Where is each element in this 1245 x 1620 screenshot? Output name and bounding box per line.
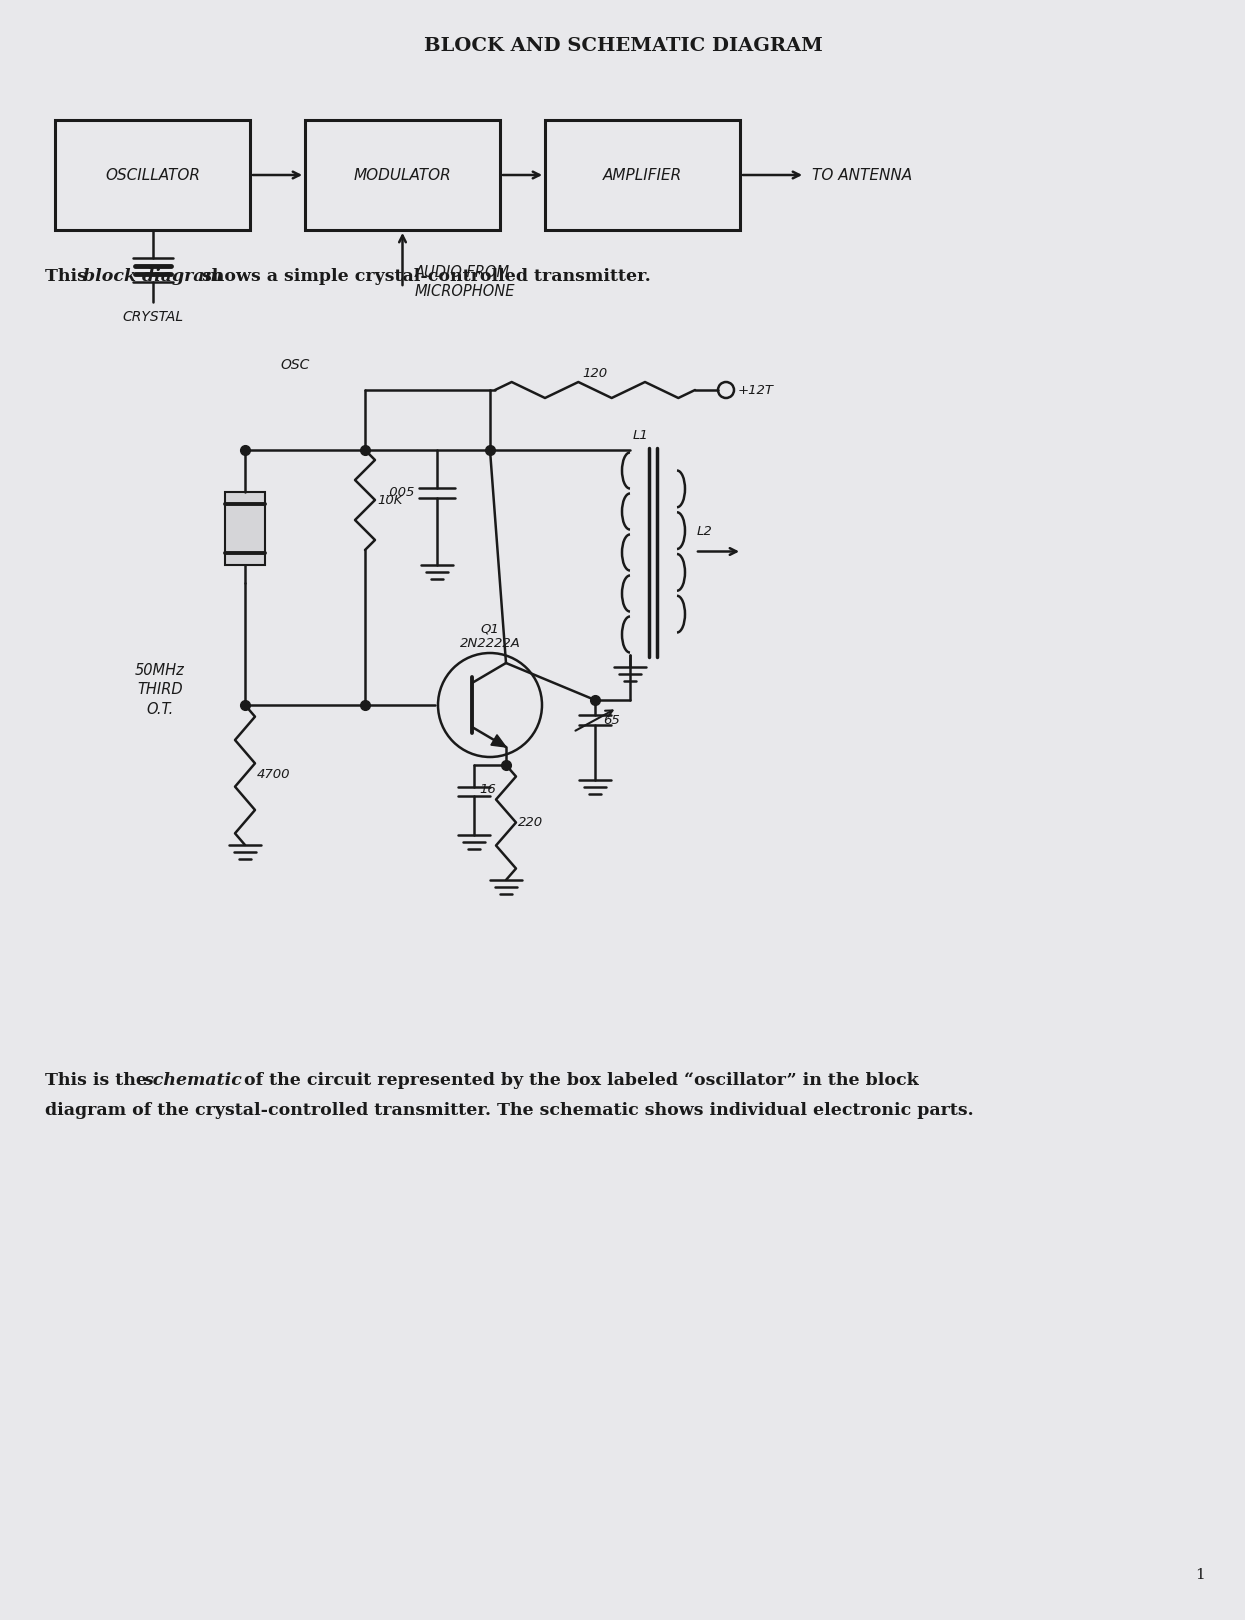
Text: This: This: [45, 267, 93, 285]
Text: schematic: schematic: [143, 1072, 242, 1089]
Text: L2: L2: [697, 525, 712, 538]
Text: MODULATOR: MODULATOR: [354, 167, 452, 183]
Text: BLOCK AND SCHEMATIC DIAGRAM: BLOCK AND SCHEMATIC DIAGRAM: [423, 37, 823, 55]
Text: 4700: 4700: [256, 768, 290, 781]
Polygon shape: [491, 735, 505, 747]
Text: 1: 1: [1195, 1568, 1205, 1583]
Text: .005: .005: [386, 486, 415, 499]
Text: diagram of the crystal-controlled transmitter. The schematic shows individual el: diagram of the crystal-controlled transm…: [45, 1102, 974, 1119]
Text: 50MHz
THIRD
O.T.: 50MHz THIRD O.T.: [136, 663, 184, 718]
Text: AUDIO FROM
MICROPHONE: AUDIO FROM MICROPHONE: [415, 266, 515, 298]
Text: +12T: +12T: [738, 384, 774, 397]
Text: CRYSTAL: CRYSTAL: [122, 309, 183, 324]
Bar: [55, 120, 250, 230]
Text: shows a simple crystal-controlled transmitter.: shows a simple crystal-controlled transm…: [195, 267, 651, 285]
Text: TO ANTENNA: TO ANTENNA: [812, 167, 913, 183]
Text: AMPLIFIER: AMPLIFIER: [603, 167, 682, 183]
Text: 2N2222A: 2N2222A: [459, 637, 520, 650]
Text: 10K: 10K: [377, 494, 402, 507]
Text: block diagram: block diagram: [83, 267, 223, 285]
Text: of the circuit represented by the box labeled “oscillator” in the block: of the circuit represented by the box la…: [238, 1072, 919, 1089]
Text: 65: 65: [603, 713, 620, 726]
Text: This is the: This is the: [45, 1072, 153, 1089]
Text: L1: L1: [632, 429, 649, 442]
Text: OSC: OSC: [280, 358, 310, 373]
Bar: [305, 120, 500, 230]
Text: 220: 220: [518, 816, 543, 829]
Text: 16: 16: [479, 782, 496, 795]
Bar: [545, 120, 740, 230]
Text: Q1: Q1: [481, 622, 499, 635]
Bar: [225, 492, 265, 565]
Text: 120: 120: [583, 368, 608, 381]
Text: OSCILLATOR: OSCILLATOR: [105, 167, 200, 183]
